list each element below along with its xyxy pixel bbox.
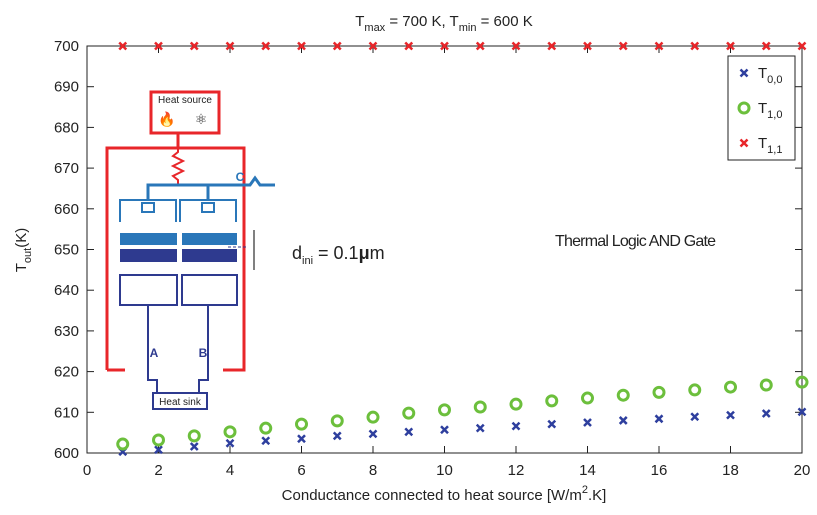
title-part: min [459,22,477,34]
marker [584,419,591,426]
annotation-part: m [370,243,385,263]
y-tick-label: 670 [54,160,79,177]
marker [618,390,628,400]
marker [690,385,700,395]
title-part: T [355,13,364,30]
y-tick-label: 620 [54,364,79,381]
chart-title: Tmax = 700 K, Tmin = 600 K [355,13,533,34]
y-tick-label: 690 [54,79,79,96]
marker [727,412,734,419]
x-tick-label: 10 [436,462,453,479]
diagram-label: C [236,170,245,184]
marker [227,440,234,447]
marker [475,402,485,412]
marker [298,435,305,442]
marker [547,396,557,406]
x-tick-label: 4 [226,462,234,479]
marker [370,430,377,437]
x-tick-label: 6 [297,462,305,479]
label-part: out [22,248,34,263]
y-tick-label: 610 [54,404,79,421]
marker [261,423,271,433]
chart: Tmax = 700 K, Tmin = 600 K Conductance c… [0,0,817,510]
marker [620,417,627,424]
title-part: max [364,22,385,34]
marker [511,399,521,409]
legend-label-part: T [758,65,767,82]
svg-text:⚛: ⚛ [195,111,208,127]
x-tick-label: 20 [794,462,811,479]
marker [297,419,307,429]
x-tick-label: 14 [579,462,596,479]
marker [440,405,450,415]
label-part: (K) [13,228,30,248]
marker [332,416,342,426]
x-tick-label: 2 [154,462,162,479]
label-part: .K] [588,487,606,504]
title-part: = 600 K [476,13,532,30]
marker [761,380,771,390]
annotation-part: = 0.1 [313,243,359,263]
legend: T0,0T1,0T1,1 [728,56,795,160]
y-tick-label: 630 [54,323,79,340]
marker [583,393,593,403]
x-tick-label: 16 [651,462,668,479]
marker [334,432,341,439]
legend-label-part: 1,1 [767,144,782,156]
marker [368,412,378,422]
y-tick-label: 650 [54,242,79,259]
marker [726,382,736,392]
label-part: T [13,263,30,272]
x-tick-label: 12 [508,462,525,479]
y-tick-label: 660 [54,201,79,218]
y-tick-label: 700 [54,38,79,55]
gap-annotation: dini = 0.1μm [292,243,385,267]
y-tick-label: 640 [54,282,79,299]
legend-label-part: T [758,100,767,117]
marker [477,425,484,432]
marker [691,413,698,420]
svg-text:🔥: 🔥 [158,111,175,128]
x-tick-label: 0 [83,462,91,479]
marker [548,421,555,428]
annotation-part: ini [302,255,313,267]
marker [513,423,520,430]
marker [262,437,269,444]
title-part: = 700 K, T [385,13,459,30]
marker [405,428,412,435]
marker [654,387,664,397]
diagram-label: Heat source [158,95,212,106]
marker [154,435,164,445]
inset-diagram: Heat source 🔥 ⚛ C Heat sink A B [107,92,275,409]
marker [763,410,770,417]
x-tick-label: 8 [369,462,377,479]
legend-label-part: T [758,135,767,152]
marker [441,426,448,433]
marker [189,431,199,441]
y-axis-label: Tout(K) [13,228,34,272]
x-tick-label: 18 [722,462,739,479]
diagram-label: Heat sink [159,397,202,408]
diagram-label: A [150,346,159,360]
legend-label-part: 1,0 [767,109,782,121]
marker [118,439,128,449]
y-tick-label: 600 [54,445,79,462]
marker [404,408,414,418]
annotation-part: μ [359,243,370,263]
legend-label-part: 0,0 [767,74,782,86]
marker [656,415,663,422]
annotation: Thermal Logic AND Gate [555,233,716,250]
diagram-label: B [199,346,208,360]
annotation-part: d [292,243,302,263]
y-tick-label: 680 [54,119,79,136]
x-axis-label: Conductance connected to heat source [W/… [282,484,607,504]
marker [191,443,198,450]
label-part: Conductance connected to heat source [W/… [282,487,582,504]
marker [225,427,235,437]
